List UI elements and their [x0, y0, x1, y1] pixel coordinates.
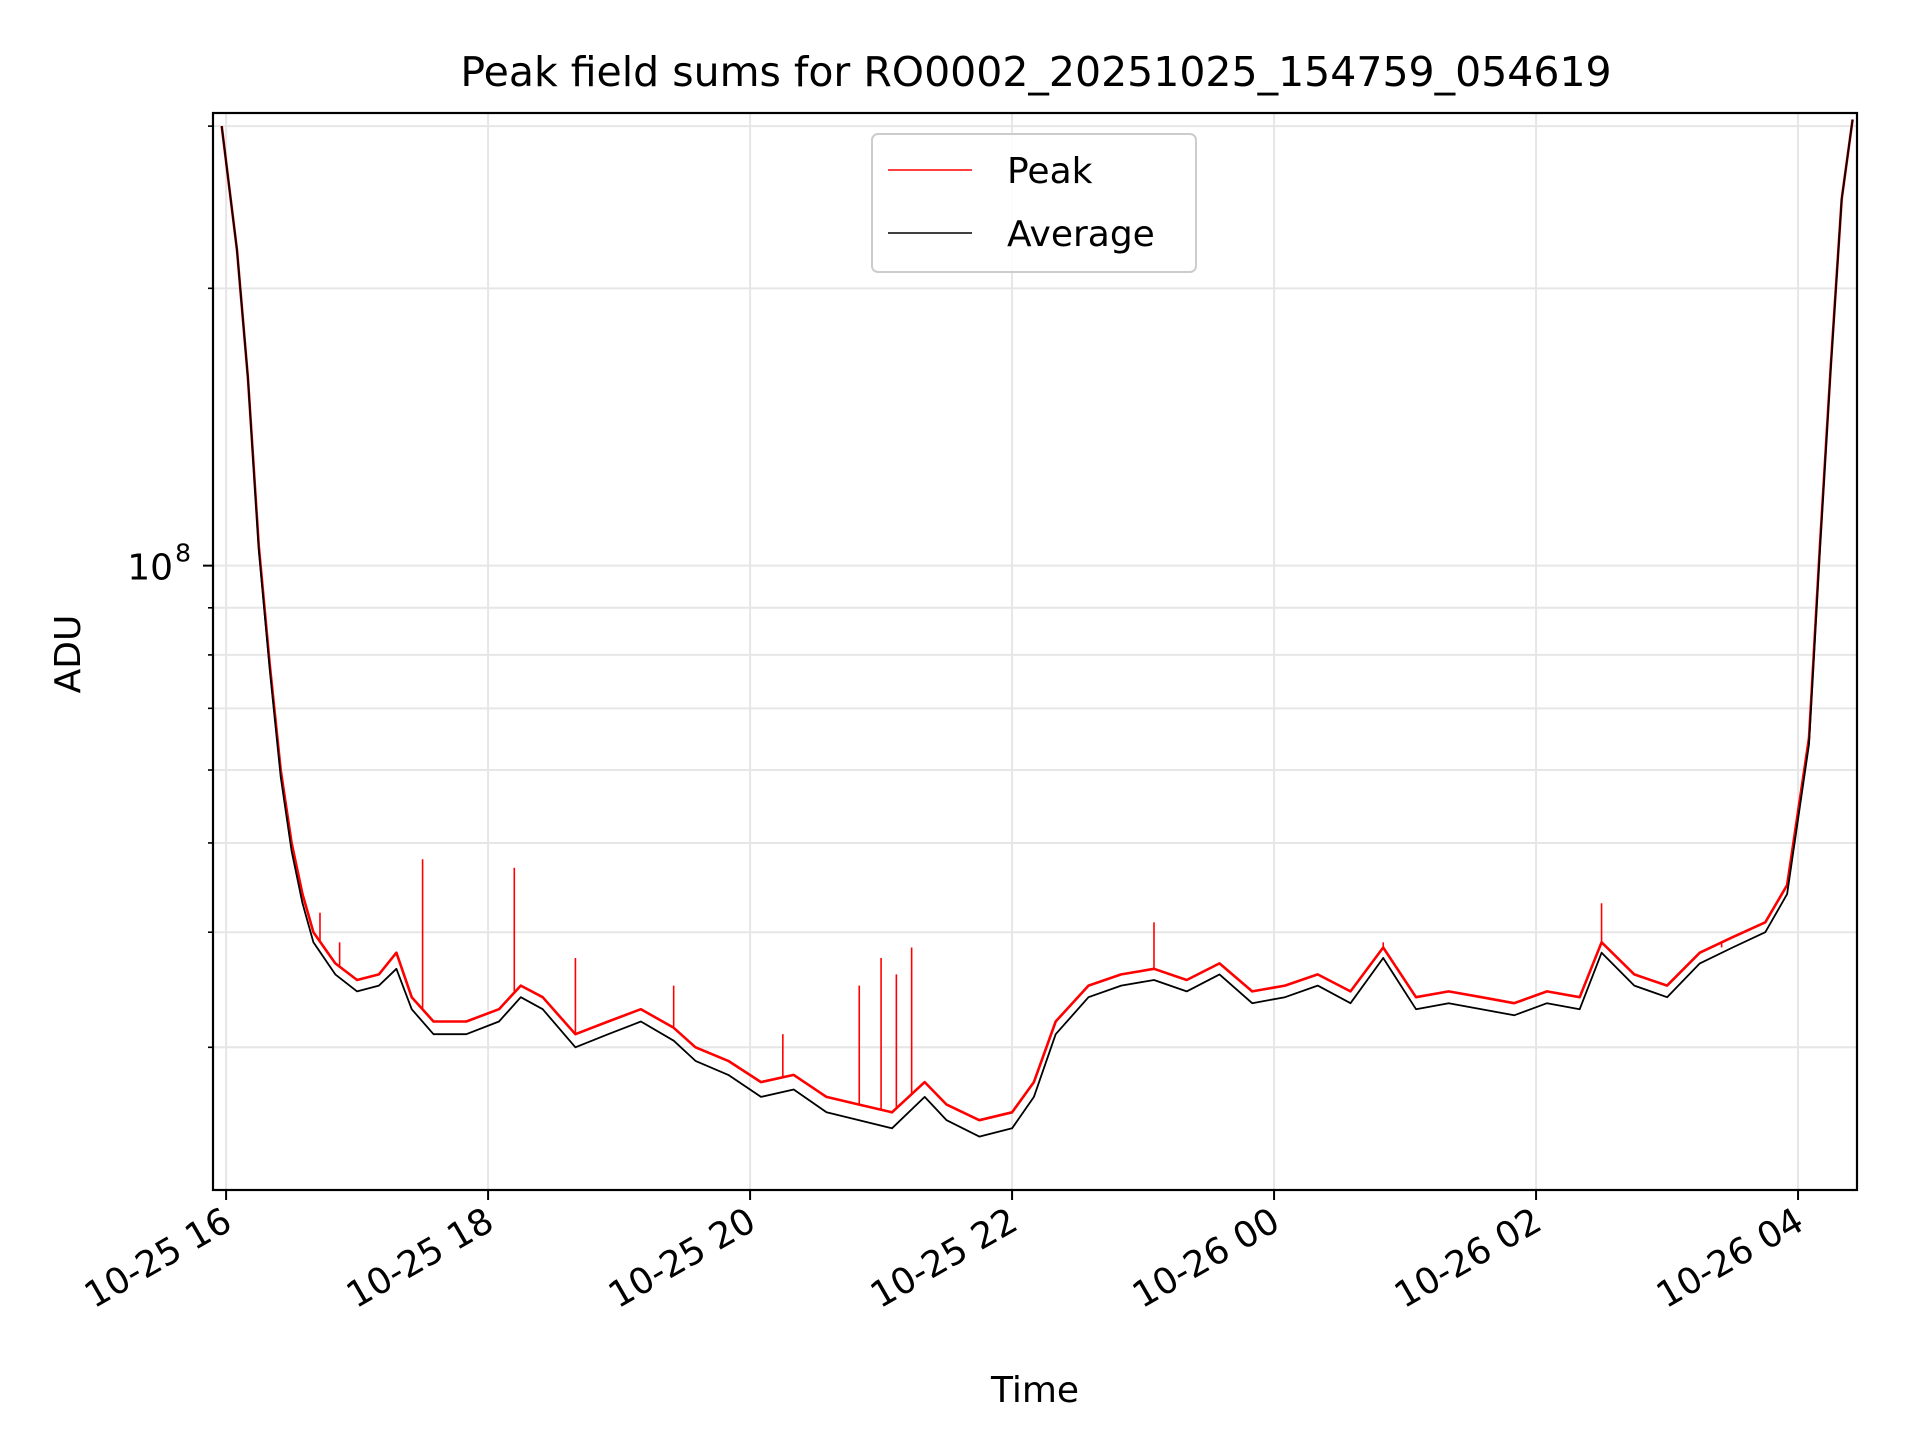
grid-lines	[213, 113, 1857, 1190]
plot-frame	[211, 111, 1859, 1192]
legend: Peak Average	[871, 133, 1197, 273]
y-tick-label-exponent: 8	[175, 539, 191, 568]
spike-layer	[319, 859, 1723, 1110]
plot-series	[220, 119, 1854, 1138]
legend-label-average: Average	[1007, 214, 1155, 255]
y-tick-label: 10	[127, 548, 173, 589]
chart-title: Peak field sums for RO0002_20251025_1547…	[460, 48, 1611, 96]
series-line-peak	[220, 119, 1854, 1122]
series-line-average	[220, 119, 1854, 1138]
y-axis: 10 8	[127, 125, 213, 1049]
legend-label-peak: Peak	[1007, 151, 1093, 192]
y-axis-label: ADU	[48, 615, 89, 694]
x-axis-label: Time	[990, 1370, 1079, 1411]
legend-box	[871, 133, 1197, 273]
series-layer	[220, 119, 1854, 1138]
